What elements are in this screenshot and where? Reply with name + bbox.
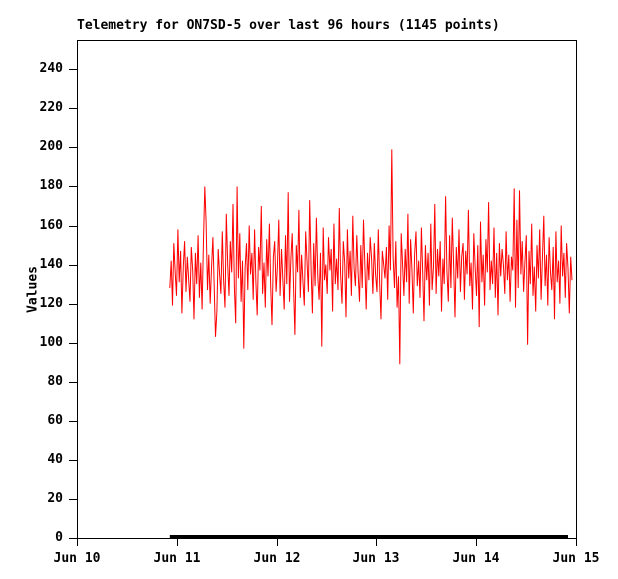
y-tick-label: 220	[39, 100, 63, 115]
y-tick-label: 60	[47, 413, 63, 428]
x-tick-label: Jun 12	[253, 551, 301, 566]
y-tick-label: 100	[39, 335, 63, 350]
y-tick-label: 240	[39, 61, 63, 76]
x-tick-label: Jun 10	[53, 551, 101, 566]
y-tick-label: 40	[47, 452, 63, 467]
y-tick-label: 80	[47, 374, 63, 389]
telemetry-values-line	[169, 149, 573, 365]
x-tick-label: Jun 11	[153, 551, 201, 566]
y-tick-label: 120	[39, 296, 63, 311]
chart-title: Telemetry for ON7SD-5 over last 96 hours…	[77, 18, 500, 33]
x-tick-label: Jun 14	[452, 551, 500, 566]
y-tick-label: 140	[39, 257, 63, 272]
y-tick-label: 200	[39, 139, 63, 154]
y-tick-label: 0	[55, 530, 63, 545]
x-tick-label: Jun 13	[352, 551, 400, 566]
y-tick-label: 20	[47, 491, 63, 506]
y-tick-label: 180	[39, 178, 63, 193]
x-tick-label: Jun 15	[552, 551, 600, 566]
plot-frame	[77, 40, 577, 539]
y-tick-label: 160	[39, 218, 63, 233]
